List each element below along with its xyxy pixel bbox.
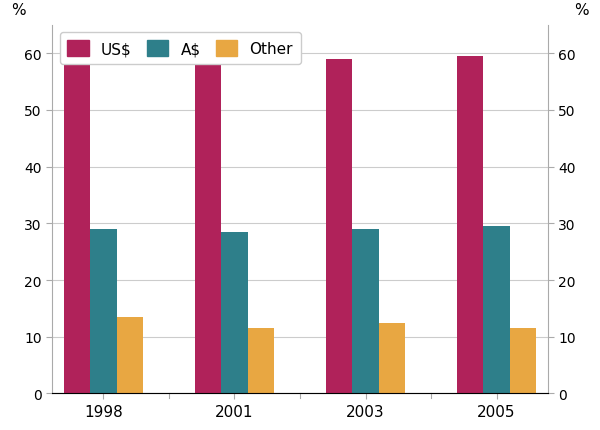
Bar xyxy=(116,317,143,393)
Bar xyxy=(352,230,379,393)
Bar xyxy=(326,60,352,393)
Bar xyxy=(64,65,91,393)
Legend: US$, A$, Other: US$, A$, Other xyxy=(59,33,301,64)
Bar xyxy=(91,230,116,393)
Y-axis label: %: % xyxy=(11,3,26,18)
Bar xyxy=(248,329,274,393)
Bar xyxy=(484,227,509,393)
Bar xyxy=(195,54,221,393)
Bar xyxy=(221,232,248,393)
Bar xyxy=(379,323,405,393)
Y-axis label: %: % xyxy=(574,3,589,18)
Bar xyxy=(457,57,484,393)
Bar xyxy=(509,329,536,393)
